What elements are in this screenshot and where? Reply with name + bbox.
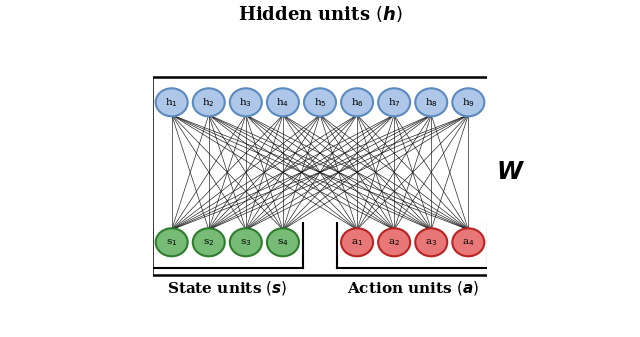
Ellipse shape — [193, 228, 225, 256]
Text: a$_{4}$: a$_{4}$ — [462, 237, 474, 248]
Text: s$_{1}$: s$_{1}$ — [166, 237, 177, 248]
Text: h$_{1}$: h$_{1}$ — [165, 96, 178, 109]
Text: Action units $(\boldsymbol{a})$: Action units $(\boldsymbol{a})$ — [346, 279, 479, 297]
Text: a$_{3}$: a$_{3}$ — [425, 237, 437, 248]
Text: h$_{5}$: h$_{5}$ — [314, 96, 326, 109]
Ellipse shape — [415, 88, 447, 116]
Text: a$_{2}$: a$_{2}$ — [388, 237, 400, 248]
Text: h$_{4}$: h$_{4}$ — [276, 96, 289, 109]
Ellipse shape — [341, 228, 373, 256]
Text: State units $(\boldsymbol{s})$: State units $(\boldsymbol{s})$ — [167, 279, 287, 297]
Text: s$_{3}$: s$_{3}$ — [240, 237, 252, 248]
Ellipse shape — [341, 88, 373, 116]
Ellipse shape — [193, 88, 225, 116]
Text: Hidden units $(\boldsymbol{h})$: Hidden units $(\boldsymbol{h})$ — [237, 4, 403, 24]
Ellipse shape — [267, 228, 299, 256]
Text: h$_{6}$: h$_{6}$ — [351, 96, 364, 109]
Ellipse shape — [156, 88, 188, 116]
Ellipse shape — [230, 228, 262, 256]
Ellipse shape — [304, 88, 336, 116]
Text: h$_{9}$: h$_{9}$ — [462, 96, 475, 109]
Ellipse shape — [378, 228, 410, 256]
Text: a$_{1}$: a$_{1}$ — [351, 237, 364, 248]
Text: s$_{4}$: s$_{4}$ — [277, 237, 289, 248]
Ellipse shape — [156, 228, 188, 256]
Text: h$_{7}$: h$_{7}$ — [388, 96, 401, 109]
Ellipse shape — [452, 228, 484, 256]
Ellipse shape — [378, 88, 410, 116]
Text: h$_{8}$: h$_{8}$ — [425, 96, 438, 109]
Ellipse shape — [267, 88, 299, 116]
Text: s$_{2}$: s$_{2}$ — [203, 237, 214, 248]
Ellipse shape — [230, 88, 262, 116]
Ellipse shape — [452, 88, 484, 116]
Ellipse shape — [415, 228, 447, 256]
Text: h$_{3}$: h$_{3}$ — [239, 96, 252, 109]
Text: h$_{2}$: h$_{2}$ — [202, 96, 215, 109]
Text: $\boldsymbol{W}$: $\boldsymbol{W}$ — [495, 160, 525, 184]
